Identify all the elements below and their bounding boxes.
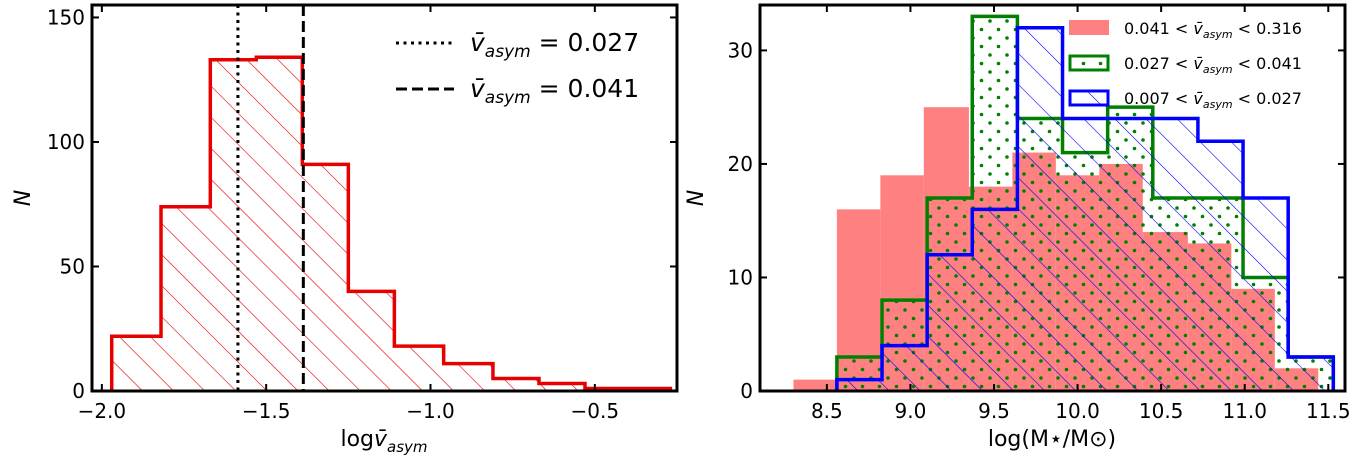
legend-entry-2-var: v̄ (470, 74, 486, 103)
right-legend-entry-3-sub: asym (1203, 98, 1233, 111)
legend-entry-2-sub: asym (485, 88, 531, 108)
left-reference-lines (236, 5, 305, 391)
left-y-tick-label: 150 (47, 5, 85, 29)
legend-entry-1-sub: asym (485, 42, 531, 62)
legend-entry-1-eq: = 0.027 (531, 28, 639, 57)
right-legend-entry-3: 0.007 < v̄asym < 0.027 (1124, 89, 1302, 111)
right-legend-entry-1-sub: asym (1203, 28, 1233, 41)
left-x-tick-label: −1.0 (406, 399, 455, 423)
right-y-tick-label: 20 (728, 152, 753, 176)
right-x-tick-label: 10.5 (1139, 399, 1184, 423)
right-legend-entry-1-hi: < 0.316 (1233, 19, 1302, 38)
right-legend-entry-3-hi: < 0.027 (1233, 89, 1302, 108)
left-x-tick-label: −1.5 (242, 399, 291, 423)
legend-filled-swatch-icon (1069, 20, 1109, 35)
legend-entry-2-eq: = 0.041 (531, 74, 639, 103)
right-panel: 8.5 9.0 9.5 10.0 10.5 11.0 11.5 0 10 20 30 0.041 … (684, 3, 1351, 452)
right-x-tick-label: 11.0 (1222, 399, 1267, 423)
right-plot-frame (758, 3, 1347, 393)
legend-dots-swatch-icon (1068, 54, 1110, 72)
right-legend-entry-2: 0.027 < v̄asym < 0.041 (1124, 54, 1302, 76)
right-y-tick-label: 10 (728, 265, 753, 289)
right-histogram (793, 14, 1336, 391)
right-x-axis-label: log(M⋆/M⊙) (988, 427, 1116, 452)
right-legend-entry-2-lo: 0.027 < (1124, 54, 1193, 73)
right-y-tick-label: 0 (740, 379, 753, 403)
left-x-axis-label-main: log (340, 427, 374, 452)
left-x-tick-label: −2.0 (78, 399, 127, 423)
legend-entry-1-var: v̄ (470, 28, 486, 57)
right-x-tick-label: 9.5 (978, 399, 1010, 423)
right-legend-entry-1-lo: 0.041 < (1124, 19, 1193, 38)
left-y-tick-label: 50 (60, 254, 85, 278)
left-plot-frame (90, 3, 679, 393)
legend-hatch-swatch-icon (1068, 89, 1110, 107)
right-legend-entry-2-hi: < 0.041 (1233, 54, 1302, 73)
right-legend-entry-3-var: v̄ (1193, 89, 1203, 108)
right-legend: 0.041 < v̄asym < 0.316 0.027 < v̄asym < … (1068, 19, 1302, 111)
right-y-tick-label: 30 (728, 38, 753, 62)
right-x-tick-label: 11.5 (1306, 399, 1351, 423)
left-x-axis-label-sub: asym (387, 438, 428, 456)
left-histogram (109, 55, 673, 391)
left-x-tick-label: −0.5 (571, 399, 620, 423)
right-y-axis-label: N (684, 190, 709, 206)
red-filled-bar (793, 379, 837, 391)
left-legend: v̄asym = 0.027 v̄asym = 0.041 (396, 28, 639, 108)
right-y-axis-ticks: 0 10 20 30 (728, 38, 1345, 403)
right-x-tick-label: 8.5 (811, 399, 843, 423)
left-histogram-outline (109, 55, 673, 391)
right-legend-entry-2-sub: asym (1203, 63, 1233, 76)
left-y-tick-label: 0 (72, 379, 85, 403)
right-x-tick-label: 10.0 (1055, 399, 1100, 423)
left-x-axis-label: logv̄asym (340, 427, 427, 456)
right-legend-entry-3-lo: 0.007 < (1124, 89, 1193, 108)
right-legend-entry-1: 0.041 < v̄asym < 0.316 (1124, 19, 1302, 41)
right-x-axis-ticks: 8.5 9.0 9.5 10.0 10.5 11.0 11.5 (811, 5, 1351, 423)
left-x-axis-label-var: v̄ (374, 427, 388, 452)
blue-hatched-histogram (835, 25, 1336, 391)
legend-entry-1: v̄asym = 0.027 (470, 28, 639, 62)
right-legend-entry-1-var: v̄ (1193, 19, 1203, 38)
left-y-axis-label: N (11, 190, 36, 206)
legend-entry-2: v̄asym = 0.041 (470, 74, 639, 108)
right-x-tick-label: 9.0 (895, 399, 927, 423)
left-x-axis-ticks: −2.0 −1.5 −1.0 −0.5 (78, 5, 620, 423)
right-legend-entry-2-var: v̄ (1193, 54, 1203, 73)
left-y-tick-label: 100 (47, 130, 85, 154)
